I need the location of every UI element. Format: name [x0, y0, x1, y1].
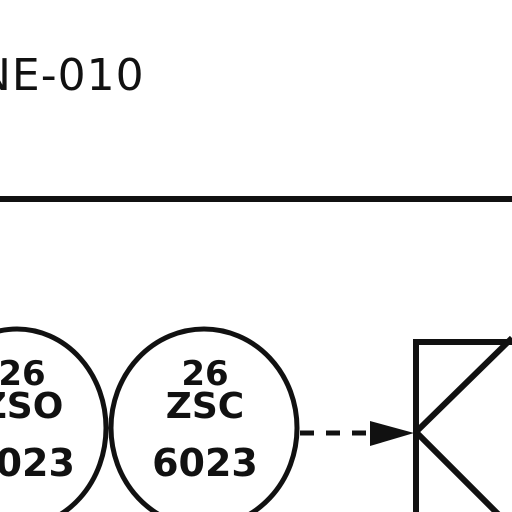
drawing-number: NE-010 [0, 50, 145, 101]
box-diagonal-lower [413, 429, 501, 512]
instrument-circle [0, 326, 109, 512]
loop-prefix: 26 [181, 354, 228, 394]
loop-prefix: 26 [0, 354, 46, 394]
instrument-bubble-zso[interactable]: 26 ZSO 6023 [0, 326, 109, 512]
instrument-number: 6023 [152, 441, 258, 485]
instrument-tag: ZSC [166, 386, 244, 427]
box-diagonal-upper [413, 335, 512, 435]
instrument-bubble-zsc[interactable]: 26 ZSC 6023 [108, 326, 300, 512]
instrument-circle [108, 326, 300, 512]
instrument-tag: ZSO [0, 386, 63, 427]
instrument-number: 6023 [0, 441, 75, 485]
arrowhead-icon [370, 421, 414, 446]
box-outline [413, 339, 512, 512]
signal-line-arrow [300, 421, 414, 446]
valve-box-symbol[interactable] [413, 335, 512, 512]
